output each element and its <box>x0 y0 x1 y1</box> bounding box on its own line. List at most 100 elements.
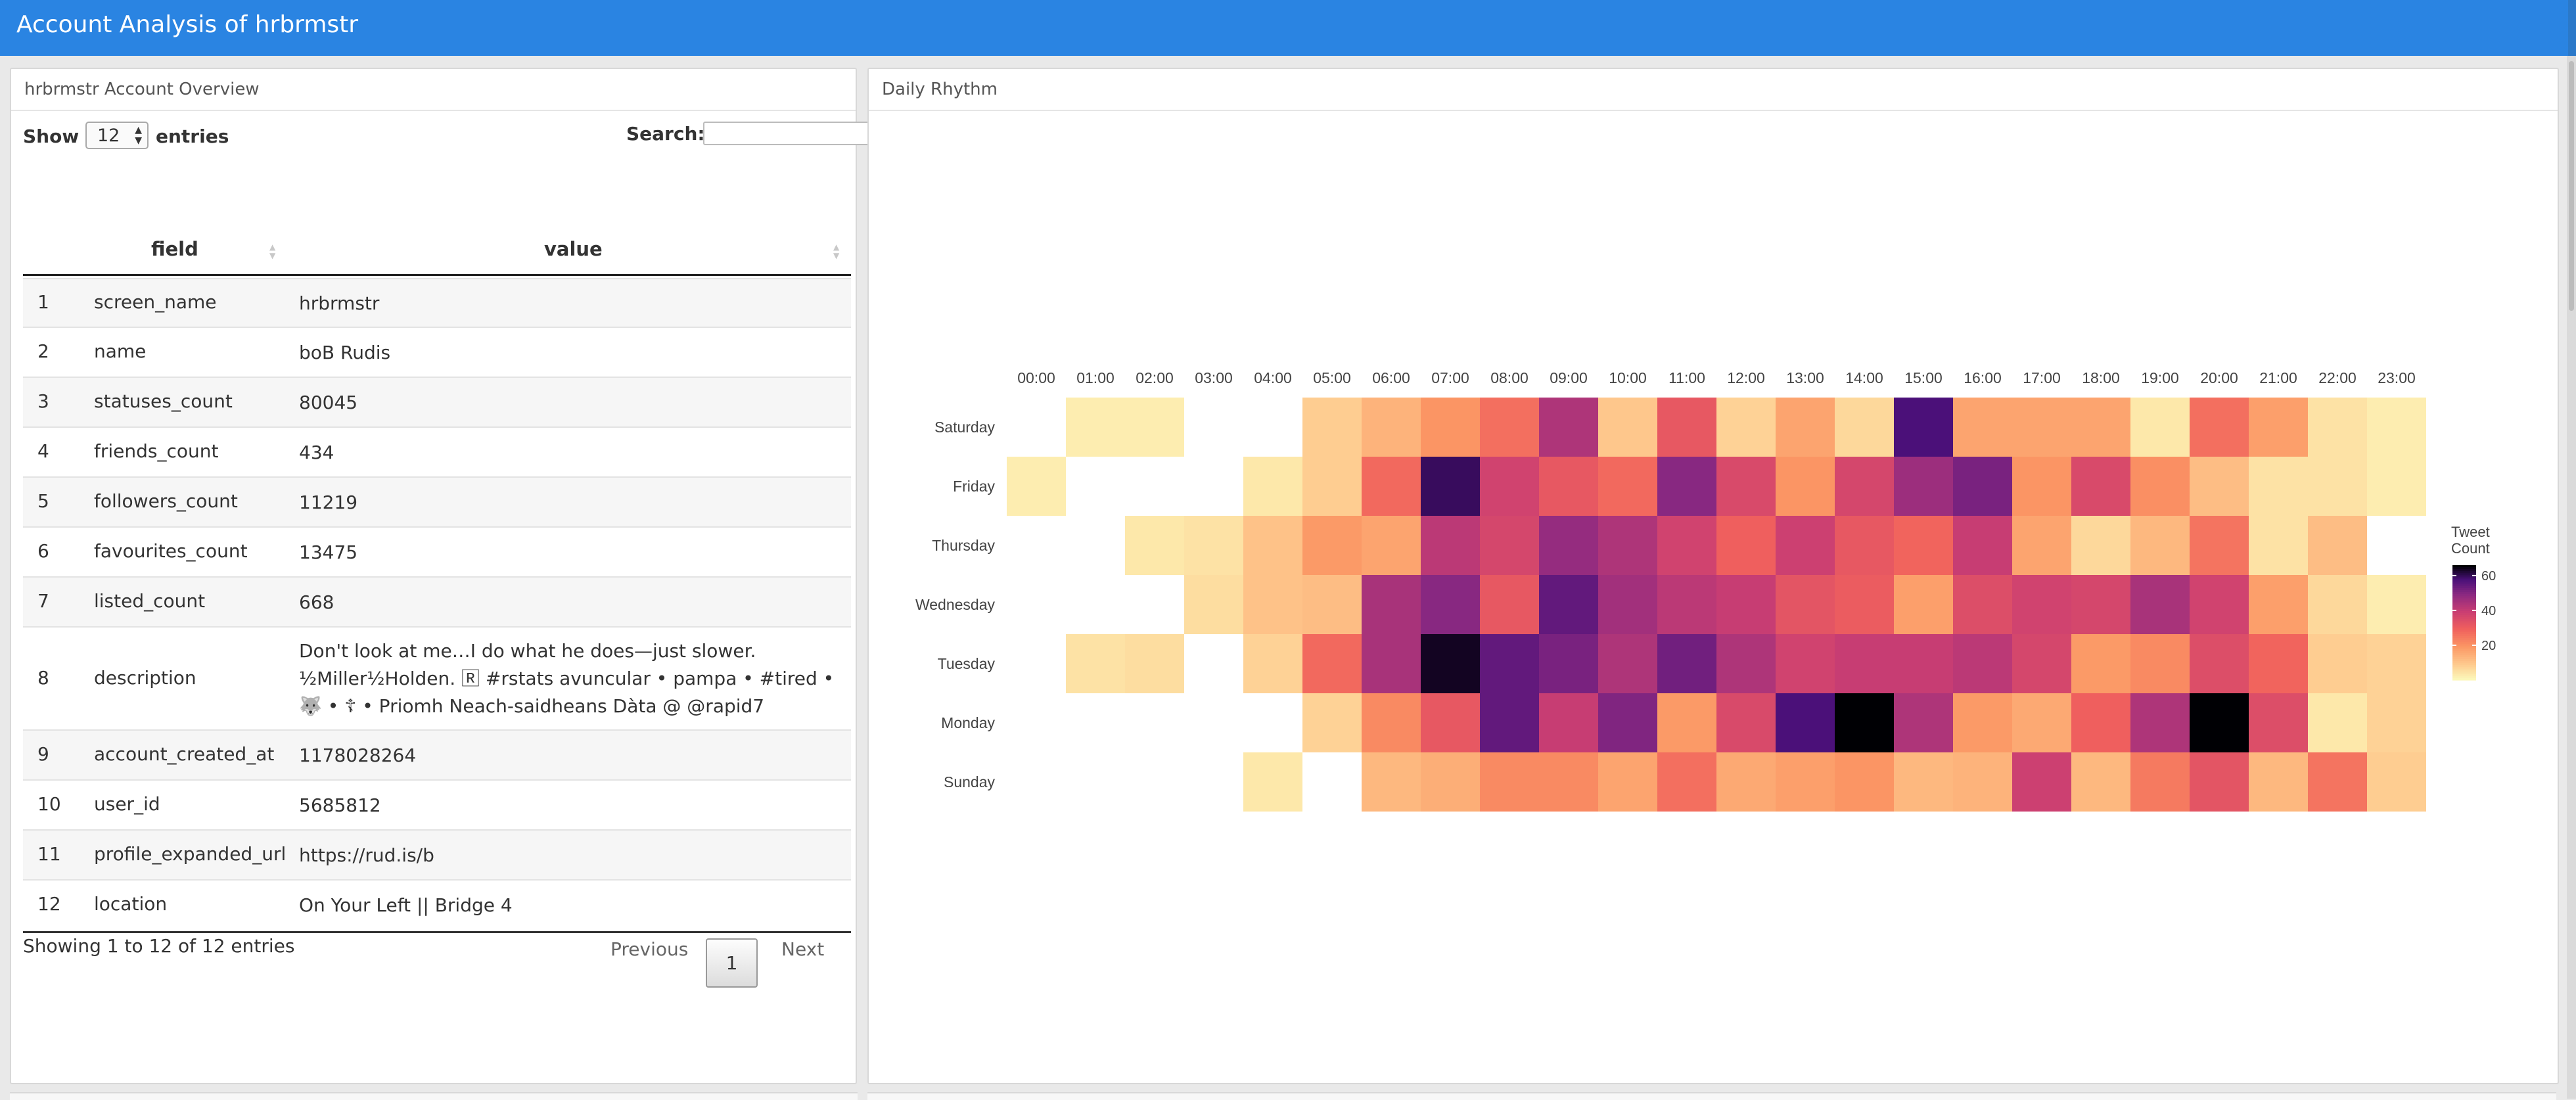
legend-gradient-step <box>2452 643 2476 647</box>
row-index: 3 <box>37 390 49 412</box>
heatmap-cell <box>1716 398 1776 457</box>
table-row: 3 statuses_count 80045 <box>23 377 851 426</box>
row-index: 4 <box>37 440 49 462</box>
table-row: 2 name boB Rudis <box>23 327 851 377</box>
heatmap-cell <box>2012 398 2071 457</box>
legend-title-line2: Count <box>2451 540 2490 557</box>
daily-rhythm-heatmap: 00:00 01:00 02:00 03:00 04:00 05:00 06:00 07:00… <box>915 369 2496 812</box>
sort-field-icon[interactable]: ▲ ▼ <box>269 242 276 260</box>
heatmap-cell <box>1421 398 1480 457</box>
x-tick-label: 12:00 <box>1727 369 1765 386</box>
legend-title: Tweet <box>2451 524 2490 540</box>
heatmap-cell <box>1302 516 1362 575</box>
heatmap-cell <box>1776 634 1835 693</box>
legend-gradient-step <box>2452 653 2476 656</box>
entries-per-page-select[interactable]: 12 ▲ ▼ <box>85 122 149 149</box>
sort-value-icon[interactable]: ▲ ▼ <box>833 242 840 260</box>
app-title: Account Analysis of hrbrmstr <box>16 11 359 38</box>
legend-gradient-step <box>2452 618 2476 622</box>
legend-gradient-step <box>2452 632 2476 635</box>
legend-gradient-step <box>2452 630 2476 633</box>
row-value: 434 <box>299 442 334 463</box>
heatmap-cell <box>2190 457 2249 516</box>
x-tick-label: 10:00 <box>1609 369 1647 386</box>
table-row: 12 location On Your Left || Bridge 4 <box>23 879 851 929</box>
heatmap-cell <box>1657 575 1716 634</box>
heatmap-cell <box>1953 457 2012 516</box>
heatmap-cell <box>1362 575 1421 634</box>
table-row: 11 profile_expanded_url https://rud.is/b <box>23 829 851 879</box>
heatmap-cell <box>1421 693 1480 752</box>
legend-gradient-step <box>2452 639 2476 643</box>
row-value: https://rud.is/b <box>299 844 434 866</box>
account-overview-panel: hrbrmstr Account Overview Show 12 ▲ ▼ ent… <box>10 68 874 1084</box>
heatmap-cell <box>1835 634 1894 693</box>
heatmap-cell <box>1598 752 1657 812</box>
heatmap-cell <box>1835 516 1894 575</box>
heatmap-cell <box>2190 752 2249 812</box>
heatmap-cell <box>1598 693 1657 752</box>
heatmap-cell <box>1953 634 2012 693</box>
heatmap-cell <box>1066 398 1125 457</box>
heatmap-cell <box>1243 634 1302 693</box>
heatmap-cell <box>2190 575 2249 634</box>
heatmap-cell <box>2130 693 2190 752</box>
y-tick-label: Wednesday <box>915 596 996 613</box>
heatmap-cell <box>1716 693 1776 752</box>
previous-page-button[interactable]: Previous <box>610 938 689 960</box>
x-tick-label: 23:00 <box>2378 369 2416 386</box>
search-input[interactable] <box>703 122 874 145</box>
heatmap-cell <box>1539 752 1598 812</box>
page-scrollbar[interactable] <box>2567 56 2576 1099</box>
heatmap-cell <box>2308 693 2367 752</box>
table-bottom-rule <box>23 931 851 933</box>
row-index: 12 <box>37 893 61 915</box>
column-header-value[interactable]: value <box>544 238 603 260</box>
y-tick-label: Tuesday <box>938 655 996 672</box>
row-value: 668 <box>299 591 334 613</box>
row-value: 1178028264 <box>299 745 417 766</box>
heatmap-cell <box>2071 457 2130 516</box>
heatmap-cell <box>1657 693 1716 752</box>
legend-gradient-step <box>2452 570 2476 574</box>
legend-gradient-step <box>2452 589 2476 593</box>
legend-gradient-step <box>2452 578 2476 581</box>
row-index: 9 <box>37 743 49 765</box>
heatmap-cell <box>2249 693 2308 752</box>
next-page-button[interactable]: Next <box>781 938 825 960</box>
heatmap-cell <box>1953 575 2012 634</box>
daily-rhythm-panel: Daily Rhythm 00:00 01:00 02:00 03:00 04:00 05… <box>867 68 2559 1084</box>
x-tick-label: 00:00 <box>1017 369 1055 386</box>
heatmap-cell <box>1598 634 1657 693</box>
x-tick-label: 21:00 <box>2259 369 2297 386</box>
entries-label: entries <box>156 126 229 147</box>
row-value: 80045 <box>299 392 358 413</box>
legend-gradient-step <box>2452 588 2476 591</box>
table-row: 8 description Don't look at me…I do what h… <box>23 626 851 729</box>
row-value: 11219 <box>299 492 358 513</box>
row-field: location <box>94 893 168 915</box>
column-header-field[interactable]: field <box>151 238 198 260</box>
heatmap-cell <box>1184 575 1243 634</box>
heatmap-cell <box>2071 398 2130 457</box>
page-1-button[interactable]: 1 <box>706 938 758 988</box>
row-value: Don't look at me…I do what he does—just … <box>299 640 835 717</box>
row-field: followers_count <box>94 490 238 512</box>
legend-gradient-step <box>2452 647 2476 650</box>
legend-gradient-step <box>2452 635 2476 639</box>
row-index: 5 <box>37 490 49 512</box>
legend-gradient-step <box>2452 568 2476 572</box>
heatmap-cell <box>1184 516 1243 575</box>
legend-gradient-step <box>2452 676 2476 679</box>
heatmap-cell <box>1657 752 1716 812</box>
app-header-bar: Account Analysis of hrbrmstr <box>0 0 2576 56</box>
x-tick-label: 08:00 <box>1490 369 1529 386</box>
heatmap-cell <box>1894 575 1953 634</box>
heatmap-cell <box>1480 693 1539 752</box>
heatmap-cell <box>2308 575 2367 634</box>
heatmap-cell <box>1007 457 1066 516</box>
legend-gradient-step <box>2452 609 2476 612</box>
legend-gradient-step <box>2452 670 2476 673</box>
heatmap-cell <box>1302 457 1362 516</box>
scrollbar-thumb[interactable] <box>2569 61 2574 311</box>
